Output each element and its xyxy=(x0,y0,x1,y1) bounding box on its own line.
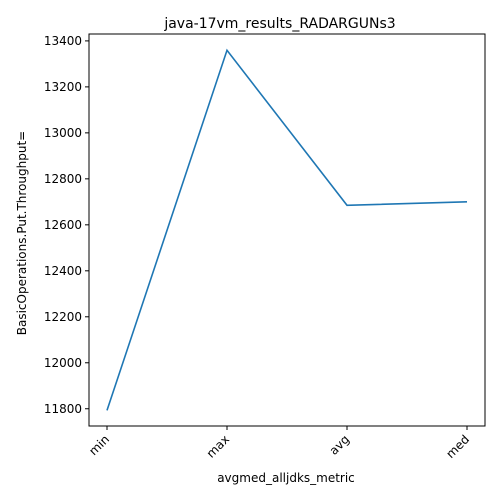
x-tick-label: avg xyxy=(327,432,353,458)
x-tick-label: min xyxy=(86,432,112,458)
plot-area: 11800 12000 12200 12400 12600 12800 13000 13200… xyxy=(44,34,485,461)
y-tick-label: 12800 xyxy=(44,172,82,186)
y-tick-label: 12000 xyxy=(44,356,82,370)
y-tick-label: 13400 xyxy=(44,34,82,48)
series-line xyxy=(107,50,467,410)
x-axis-title: avgmed_alljdks_metric xyxy=(217,471,355,485)
chart-title: java-17vm_results_RADARGUNs3 xyxy=(163,16,395,32)
x-tick-label: med xyxy=(443,432,472,461)
x-tick-label: max xyxy=(204,432,232,460)
y-tick-label: 12400 xyxy=(44,264,82,278)
plot-frame xyxy=(89,34,485,426)
y-tick-label: 12200 xyxy=(44,310,82,324)
y-tick-label: 13000 xyxy=(44,126,82,140)
y-axis-title: BasicOperations.Put.Throughput= xyxy=(15,131,29,335)
y-tick-label: 12600 xyxy=(44,218,82,232)
y-tick-label: 13200 xyxy=(44,80,82,94)
y-tick-label: 11800 xyxy=(44,402,82,416)
